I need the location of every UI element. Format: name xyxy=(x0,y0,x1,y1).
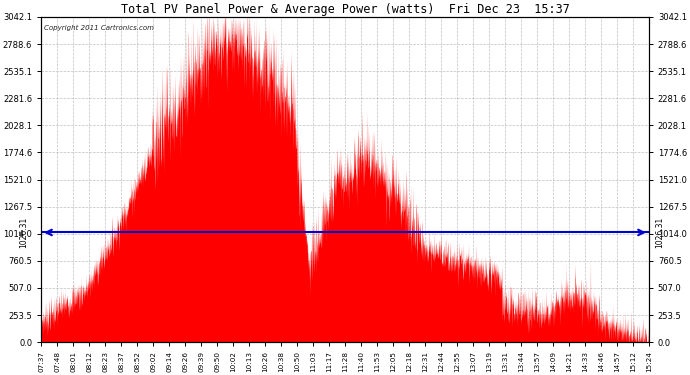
Text: 1026.31: 1026.31 xyxy=(655,217,664,248)
Text: Copyright 2011 Cartronics.com: Copyright 2011 Cartronics.com xyxy=(44,25,155,31)
Text: 1026.31: 1026.31 xyxy=(19,217,28,248)
Title: Total PV Panel Power & Average Power (watts)  Fri Dec 23  15:37: Total PV Panel Power & Average Power (wa… xyxy=(121,3,569,16)
